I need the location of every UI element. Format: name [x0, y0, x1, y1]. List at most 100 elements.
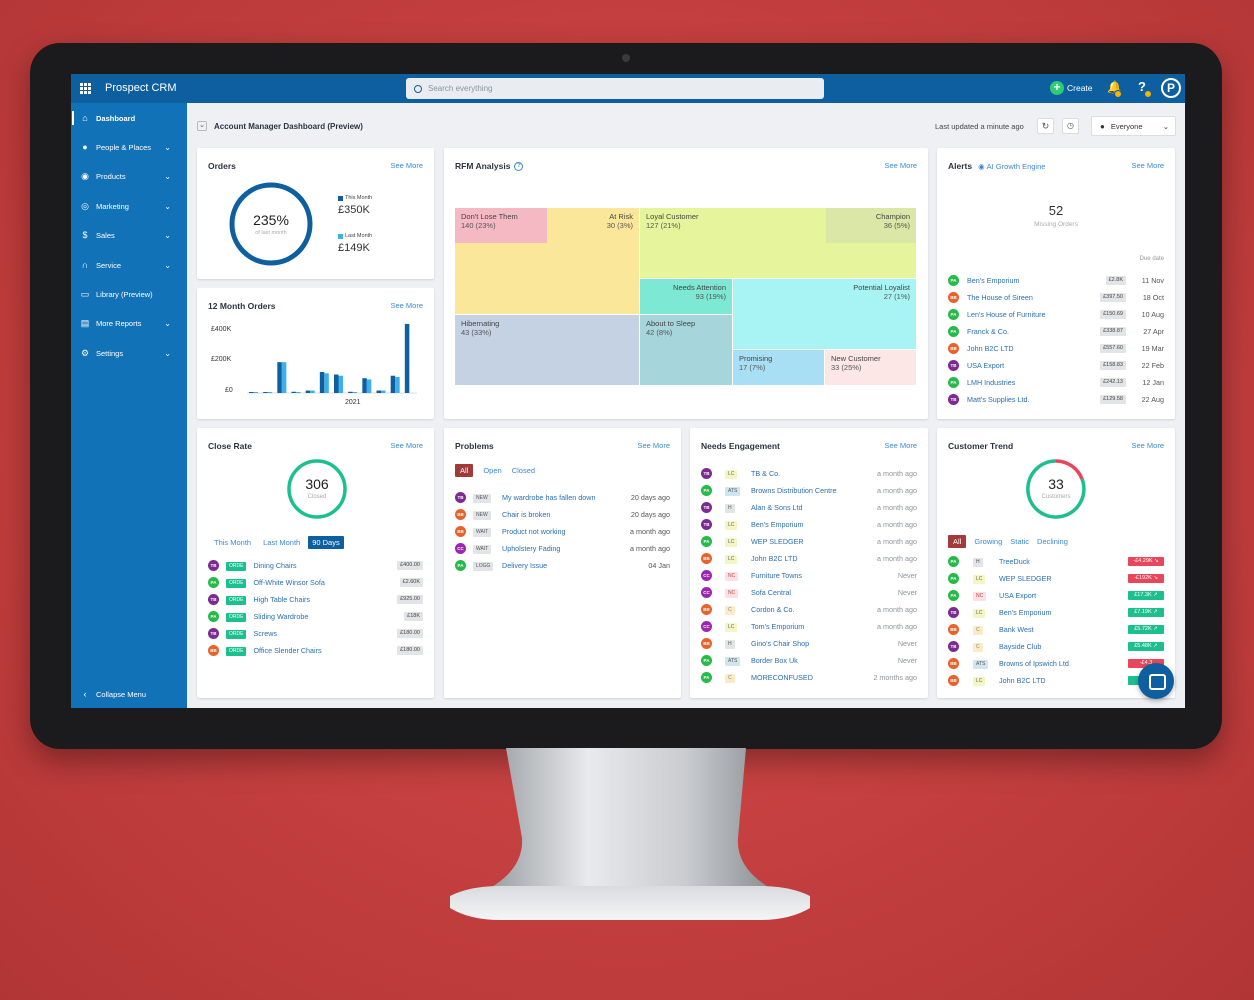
closed-order-row[interactable]: TB ORDE Dining Chairs £400.00 [208, 559, 423, 572]
engagement-customer-name[interactable]: John B2C LTD [751, 554, 798, 563]
chat-button[interactable] [1138, 663, 1174, 699]
alert-customer-name[interactable]: USA Export [967, 361, 1005, 370]
problem-title[interactable]: Delivery Issue [502, 561, 548, 570]
engagement-customer-name[interactable]: Ben's Emporium [751, 520, 804, 529]
alert-customer-name[interactable]: Len's House of Furniture [967, 310, 1046, 319]
sidebar-item-products[interactable]: ◉ Products ⌄ [71, 165, 187, 187]
trend-row[interactable]: TB C Bayside Club £5.48K ↗ [948, 640, 1164, 653]
sidebar-item-marketing[interactable]: ◎ Marketing ⌄ [71, 195, 187, 217]
sidebar-item-more-reports[interactable]: ▤ More Reports ⌄ [71, 312, 187, 334]
trend-customer-name[interactable]: John B2C LTD [999, 676, 1046, 685]
sidebar-item-people[interactable]: ● People & Places ⌄ [71, 136, 187, 158]
tab-90-days[interactable]: 90 Days [308, 536, 344, 549]
closed-order-row[interactable]: PA ORDE Off-White Winsor Sofa £2.60K [208, 576, 423, 589]
rfm-cell-potential-loyalist[interactable]: Potential Loyalist 27 (1%) [733, 279, 916, 349]
problem-title[interactable]: Chair is broken [502, 510, 551, 519]
engagement-customer-name[interactable]: MORECONFUSED [751, 673, 813, 682]
order-name[interactable]: Screws [253, 629, 278, 638]
trend-customer-name[interactable]: TreeDuck [999, 557, 1030, 566]
app-title[interactable]: Prospect CRM [105, 82, 177, 94]
trend-customer-name[interactable]: Bayside Club [999, 642, 1042, 651]
problem-row[interactable]: TB NEW My wardrobe has fallen down 20 days … [455, 491, 670, 504]
help-icon[interactable]: ? [514, 161, 524, 171]
closed-order-row[interactable]: TB ORDE Screws £180.00 [208, 627, 423, 640]
alert-customer-name[interactable]: Franck & Co. [967, 327, 1009, 336]
sidebar-item-dashboard[interactable]: ⌂ Dashboard [71, 107, 187, 129]
rfm-cell-hibernating[interactable]: Hibernating 43 (33%) [455, 315, 639, 385]
engagement-customer-name[interactable]: Border Box Uk [751, 656, 798, 665]
alert-customer-name[interactable]: Ben's Emporium [967, 276, 1020, 285]
alert-customer-name[interactable]: John B2C LTD [967, 344, 1014, 353]
rfm-cell-champion[interactable]: Champion 36 (5%) [826, 208, 916, 243]
alert-customer-name[interactable]: LMH Industries [967, 378, 1016, 387]
engagement-row[interactable]: TB LC TB & Co. a month ago [701, 467, 917, 480]
chevron-down-icon[interactable]: ⌄ [197, 121, 207, 131]
closed-order-row[interactable]: TB ORDE High Table Chairs £925.00 [208, 593, 423, 606]
trend-row[interactable]: PA H TreeDuck -£4.29K ↘ [948, 555, 1164, 568]
sidebar-item-settings[interactable]: ⚙ Settings ⌄ [71, 342, 187, 364]
see-more-link[interactable]: See More [884, 161, 917, 170]
engagement-row[interactable]: CC LC Tom's Emporium a month ago [701, 620, 917, 633]
engagement-customer-name[interactable]: Browns Distribution Centre [751, 486, 837, 495]
trend-row[interactable]: TB LC Ben's Emporium £7.19K ↗ [948, 606, 1164, 619]
order-name[interactable]: Office Slender Chairs [253, 646, 322, 655]
engagement-row[interactable]: CC NC Sofa Central Never [701, 586, 917, 599]
rfm-cell-new-customer[interactable]: New Customer 33 (25%) [825, 350, 916, 385]
engagement-row[interactable]: PA C MORECONFUSED 2 months ago [701, 671, 917, 684]
app-grid-icon[interactable] [80, 83, 91, 94]
tab-declining[interactable]: Declining [1037, 537, 1068, 546]
alert-row[interactable]: BB The House of Sireen £397.50 18 Oct [948, 291, 1164, 304]
tab-this-month[interactable]: This Month [214, 538, 252, 547]
problem-title[interactable]: My wardrobe has fallen down [502, 493, 596, 502]
engagement-customer-name[interactable]: Sofa Central [751, 588, 791, 597]
tab-closed[interactable]: Closed [511, 466, 536, 475]
engagement-row[interactable]: BB LC John B2C LTD a month ago [701, 552, 917, 565]
engagement-row[interactable]: TB H Alan & Sons Ltd a month ago [701, 501, 917, 514]
alert-row[interactable]: PA Franck & Co. £338.87 27 Apr [948, 325, 1164, 338]
alert-row[interactable]: PA Len's House of Furniture £150.69 10 Aug [948, 308, 1164, 321]
problem-row[interactable]: PA LOGG Delivery Issue 04 Jan [455, 559, 670, 572]
engagement-customer-name[interactable]: Cordon & Co. [751, 605, 795, 614]
alert-customer-name[interactable]: Matt's Supplies Ltd. [967, 395, 1030, 404]
create-button[interactable]: + Create [1050, 81, 1093, 95]
engagement-customer-name[interactable]: Tom's Emporium [751, 622, 805, 631]
problem-row[interactable]: CC WAIT Upholstery Fading a month ago [455, 542, 670, 555]
problem-row[interactable]: BB NEW Chair is broken 20 days ago [455, 508, 670, 521]
order-name[interactable]: High Table Chairs [253, 595, 311, 604]
engagement-row[interactable]: PA LC WEP SLEDGER a month ago [701, 535, 917, 548]
see-more-link[interactable]: See More [390, 441, 423, 450]
engagement-customer-name[interactable]: TB & Co. [751, 469, 781, 478]
collapse-menu-button[interactable]: ‹ Collapse Menu [71, 683, 187, 705]
sidebar-item-sales[interactable]: $ Sales ⌄ [71, 224, 187, 246]
trend-row[interactable]: PA NC USA Export £17.3K ↗ [948, 589, 1164, 602]
problem-title[interactable]: Upholstery Fading [502, 544, 561, 553]
alert-customer-name[interactable]: The House of Sireen [967, 293, 1033, 302]
engagement-row[interactable]: PA ATS Border Box Uk Never [701, 654, 917, 667]
trend-customer-name[interactable]: Browns of Ipswich Ltd [999, 659, 1069, 668]
problem-title[interactable]: Product not working [502, 527, 566, 536]
closed-order-row[interactable]: PA ORDE Sliding Wardrobe £18K [208, 610, 423, 623]
rfm-cell-needs-attention[interactable]: Needs Attention 93 (19%) [640, 279, 732, 314]
tab-all[interactable]: All [948, 535, 967, 548]
closed-order-row[interactable]: BB ORDE Office Slender Chairs £180.00 [208, 644, 423, 657]
engagement-customer-name[interactable]: Furniture Towns [751, 571, 802, 580]
tab-open[interactable]: Open [483, 466, 502, 475]
alert-row[interactable]: PA Ben's Emporium £2.8K 11 Nov [948, 274, 1164, 287]
see-more-link[interactable]: See More [884, 441, 917, 450]
engagement-customer-name[interactable]: WEP SLEDGER [751, 537, 804, 546]
tab-static[interactable]: Static [1010, 537, 1030, 546]
clock-icon[interactable]: ◷ [1062, 118, 1079, 134]
see-more-link[interactable]: See More [390, 301, 423, 310]
help-icon[interactable]: ? [1138, 79, 1146, 94]
trend-customer-name[interactable]: Ben's Emporium [999, 608, 1052, 617]
alert-row[interactable]: PA LMH Industries £242.13 12 Jan [948, 376, 1164, 389]
order-name[interactable]: Dining Chairs [253, 561, 297, 570]
see-more-link[interactable]: See More [1131, 441, 1164, 450]
trend-row[interactable]: BB ATS Browns of Ipswich Ltd -£4.3 [948, 657, 1164, 670]
engagement-customer-name[interactable]: Alan & Sons Ltd [751, 503, 803, 512]
search-input[interactable]: Search everything [406, 78, 824, 99]
trend-row[interactable]: PA LC WEP SLEDGER -£192K ↘ [948, 572, 1164, 585]
order-name[interactable]: Sliding Wardrobe [253, 612, 309, 621]
trend-customer-name[interactable]: USA Export [999, 591, 1037, 600]
